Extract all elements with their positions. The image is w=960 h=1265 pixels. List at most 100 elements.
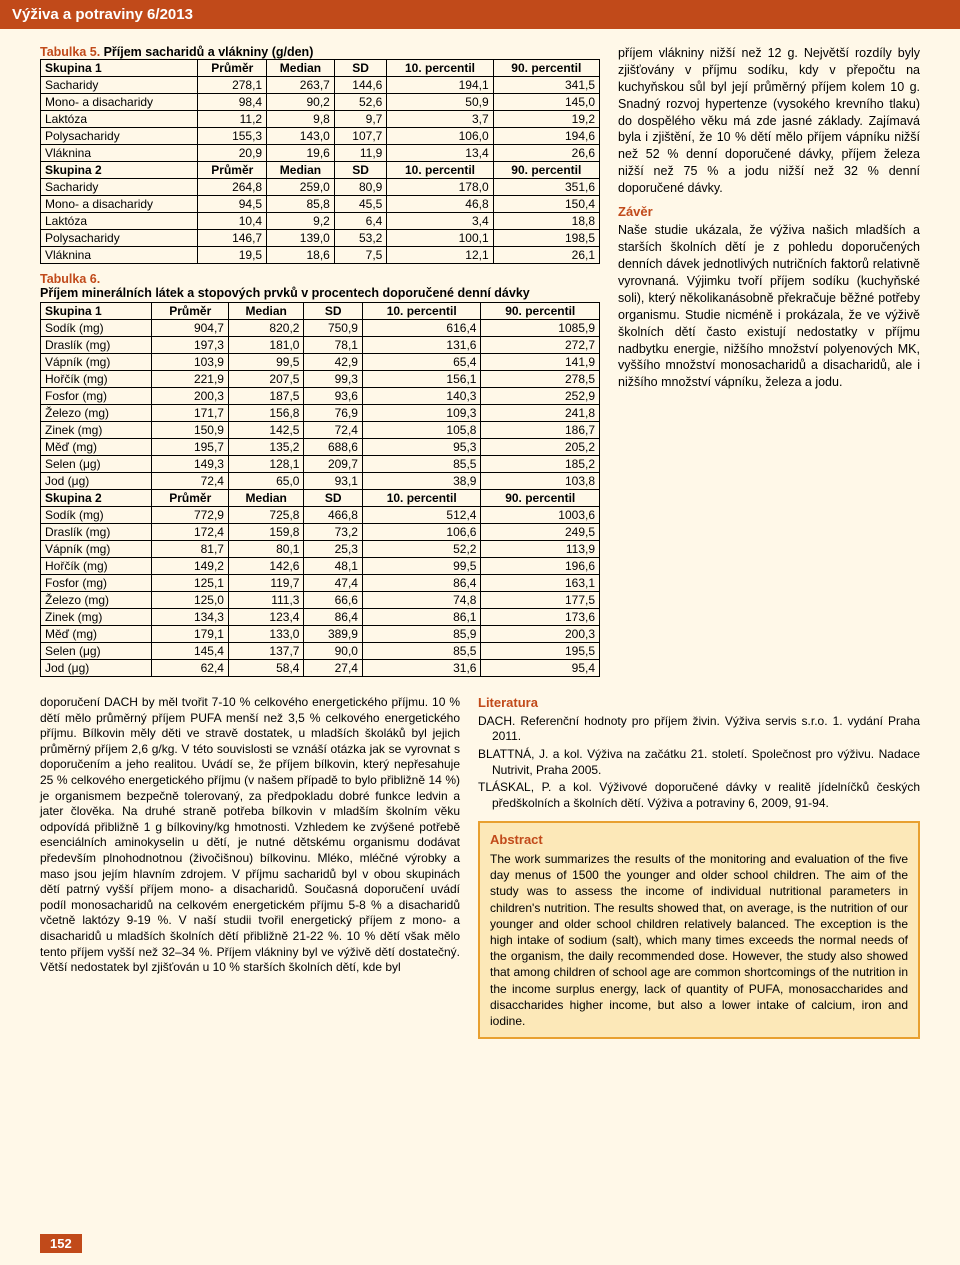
table-header-cell: 90. percentil xyxy=(481,490,600,507)
table-cell: Draslík (mg) xyxy=(41,337,152,354)
table-cell: 134,3 xyxy=(152,609,229,626)
table-cell: 12,1 xyxy=(387,247,493,264)
table-cell: 62,4 xyxy=(152,660,229,677)
table-row: Sacharidy278,1263,7144,6194,1341,5 xyxy=(41,77,600,94)
table-cell: 90,0 xyxy=(304,643,363,660)
table-cell: 99,5 xyxy=(362,558,480,575)
table-cell: Vláknina xyxy=(41,145,198,162)
table-cell: Selen (μg) xyxy=(41,456,152,473)
table-cell: 1085,9 xyxy=(481,320,600,337)
table-cell: 150,4 xyxy=(493,196,599,213)
table-cell: 135,2 xyxy=(228,439,303,456)
table-cell: 27,4 xyxy=(304,660,363,677)
table-row: Selen (μg)149,3128,1209,785,5185,2 xyxy=(41,456,600,473)
table-cell: Železo (mg) xyxy=(41,592,152,609)
table-cell: 155,3 xyxy=(198,128,267,145)
table-row: Hořčík (mg)149,2142,648,199,5196,6 xyxy=(41,558,600,575)
table-cell: 820,2 xyxy=(228,320,303,337)
table-cell: 142,5 xyxy=(228,422,303,439)
table-cell: 85,5 xyxy=(362,643,480,660)
table-cell: 85,5 xyxy=(362,456,480,473)
literatura-list: DACH. Referenční hodnoty pro příjem živi… xyxy=(478,714,920,812)
table-cell: 3,4 xyxy=(387,213,493,230)
table-header-cell: SD xyxy=(304,303,363,320)
table-header-cell: Skupina 1 xyxy=(41,303,152,320)
table-cell: Fosfor (mg) xyxy=(41,388,152,405)
table-cell: 198,5 xyxy=(493,230,599,247)
table-row: Mono- a disacharidy94,585,845,546,8150,4 xyxy=(41,196,600,213)
table-cell: Vláknina xyxy=(41,247,198,264)
left-column: Tabulka 5. Příjem sacharidů a vlákniny (… xyxy=(40,45,600,685)
table-cell: 141,9 xyxy=(481,354,600,371)
table-header-cell: Průměr xyxy=(152,490,229,507)
table-cell: 142,6 xyxy=(228,558,303,575)
table-cell: Sacharidy xyxy=(41,77,198,94)
table-cell: 11,9 xyxy=(334,145,387,162)
table-cell: 143,0 xyxy=(267,128,335,145)
table-cell: Jod (μg) xyxy=(41,473,152,490)
table-header-cell: Průměr xyxy=(198,162,267,179)
literatura-title: Literatura xyxy=(478,695,920,712)
table-cell: 46,8 xyxy=(387,196,493,213)
table5-title: Tabulka 5. xyxy=(40,45,100,59)
table-row: Polysacharidy155,3143,0107,7106,0194,6 xyxy=(41,128,600,145)
table6-subtitle: Příjem minerálních látek a stopových prv… xyxy=(40,286,600,300)
table-cell: 18,6 xyxy=(267,247,335,264)
table-cell: 263,7 xyxy=(267,77,335,94)
table-cell: 252,9 xyxy=(481,388,600,405)
table-cell: 209,7 xyxy=(304,456,363,473)
table-header-cell: SD xyxy=(334,60,387,77)
table-cell: 123,4 xyxy=(228,609,303,626)
table-header-cell: Median xyxy=(228,303,303,320)
below-left-text: doporučení DACH by měl tvořit 7-10 % cel… xyxy=(40,695,460,1039)
table-cell: 156,1 xyxy=(362,371,480,388)
table-cell: 187,5 xyxy=(228,388,303,405)
table-cell: 19,6 xyxy=(267,145,335,162)
table-row: Hořčík (mg)221,9207,599,3156,1278,5 xyxy=(41,371,600,388)
table-cell: 80,9 xyxy=(334,179,387,196)
table-cell: 93,1 xyxy=(304,473,363,490)
abstract-text: The work summarizes the results of the m… xyxy=(490,851,908,1029)
table-row: Laktóza10,49,26,43,418,8 xyxy=(41,213,600,230)
table-cell: 98,4 xyxy=(198,94,267,111)
table-row: Vláknina20,919,611,913,426,6 xyxy=(41,145,600,162)
table-cell: Fosfor (mg) xyxy=(41,575,152,592)
table-cell: 466,8 xyxy=(304,507,363,524)
table-cell: 9,7 xyxy=(334,111,387,128)
page-number: 152 xyxy=(40,1234,82,1253)
table-cell: 42,9 xyxy=(304,354,363,371)
table-cell: 200,3 xyxy=(152,388,229,405)
table-cell: 11,2 xyxy=(198,111,267,128)
page: Výživa a potraviny 6/2013 Tabulka 5. Pří… xyxy=(0,0,960,1265)
table-row: Železo (mg)125,0111,366,674,8177,5 xyxy=(41,592,600,609)
table-cell: 65,4 xyxy=(362,354,480,371)
table-header-cell: Median xyxy=(267,162,335,179)
table-cell: 139,0 xyxy=(267,230,335,247)
table-cell: 145,0 xyxy=(493,94,599,111)
table-cell: 95,4 xyxy=(481,660,600,677)
table-header-cell: Průměr xyxy=(152,303,229,320)
table-cell: Zinek (mg) xyxy=(41,422,152,439)
table-cell: 179,1 xyxy=(152,626,229,643)
table-cell: Mono- a disacharidy xyxy=(41,196,198,213)
table-header-cell: Median xyxy=(267,60,335,77)
literatura-item: DACH. Referenční hodnoty pro příjem živi… xyxy=(478,714,920,745)
table-cell: 10,4 xyxy=(198,213,267,230)
table-cell: 45,5 xyxy=(334,196,387,213)
table-header-cell: 90. percentil xyxy=(481,303,600,320)
table-cell: 58,4 xyxy=(228,660,303,677)
table-row: Draslík (mg)197,3181,078,1131,6272,7 xyxy=(41,337,600,354)
table-row: Jod (μg)62,458,427,431,695,4 xyxy=(41,660,600,677)
table-cell: Zinek (mg) xyxy=(41,609,152,626)
table-header-cell: SD xyxy=(334,162,387,179)
zaver-title: Závěr xyxy=(618,203,920,221)
table-cell: Hořčík (mg) xyxy=(41,558,152,575)
table-cell: Mono- a disacharidy xyxy=(41,94,198,111)
table-cell: 146,7 xyxy=(198,230,267,247)
table-cell: 125,0 xyxy=(152,592,229,609)
table-cell: 47,4 xyxy=(304,575,363,592)
table-cell: 750,9 xyxy=(304,320,363,337)
table-cell: 145,4 xyxy=(152,643,229,660)
table-cell: Laktóza xyxy=(41,213,198,230)
table-row: Sodík (mg)772,9725,8466,8512,41003,6 xyxy=(41,507,600,524)
